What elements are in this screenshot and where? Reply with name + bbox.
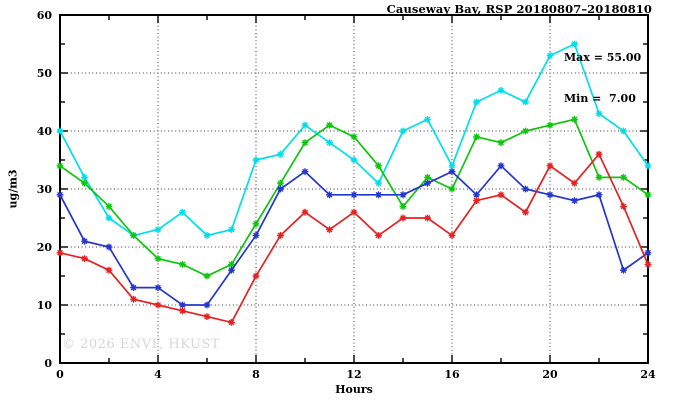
y-tick-label: 50 bbox=[37, 67, 53, 80]
y-axis-title: ug/m3 bbox=[6, 169, 20, 209]
x-tick-label: 8 bbox=[252, 368, 260, 381]
series-markers-green-line bbox=[56, 116, 652, 280]
x-axis-title: Hours bbox=[335, 383, 373, 396]
chart-title: Causeway Bay, RSP 20180807–20180810 bbox=[386, 2, 652, 16]
series-markers-cyan-line bbox=[56, 40, 652, 239]
min-value-label: Min = 7.00 bbox=[564, 91, 636, 105]
series-markers-blue-line bbox=[56, 162, 652, 309]
y-tick-label: 30 bbox=[37, 183, 53, 196]
x-tick-label: 20 bbox=[542, 368, 558, 381]
x-tick-label: 12 bbox=[346, 368, 361, 381]
max-min-annotation: Max = 55.00 Min = 7.00 bbox=[564, 24, 641, 132]
x-tick-label: 0 bbox=[56, 368, 64, 381]
plot-frame bbox=[59, 14, 649, 364]
y-tick-label: 60 bbox=[37, 9, 53, 22]
grid-lines bbox=[60, 15, 648, 363]
max-value-label: Max = 55.00 bbox=[564, 51, 642, 64]
tick-labels: 0 4 8 12 16 20 24 0 10 20 30 40 50 60 bbox=[37, 9, 656, 381]
y-tick-label: 40 bbox=[37, 125, 53, 138]
y-tick-label: 0 bbox=[44, 357, 52, 370]
y-tick-label: 20 bbox=[37, 241, 53, 254]
x-tick-label: 16 bbox=[444, 368, 460, 381]
x-tick-label: 4 bbox=[154, 368, 162, 381]
x-tick-label: 24 bbox=[640, 368, 656, 381]
y-tick-label: 10 bbox=[37, 299, 53, 312]
watermark: © 2026 ENVF, HKUST bbox=[62, 337, 220, 352]
series-markers-red-line bbox=[56, 150, 652, 326]
